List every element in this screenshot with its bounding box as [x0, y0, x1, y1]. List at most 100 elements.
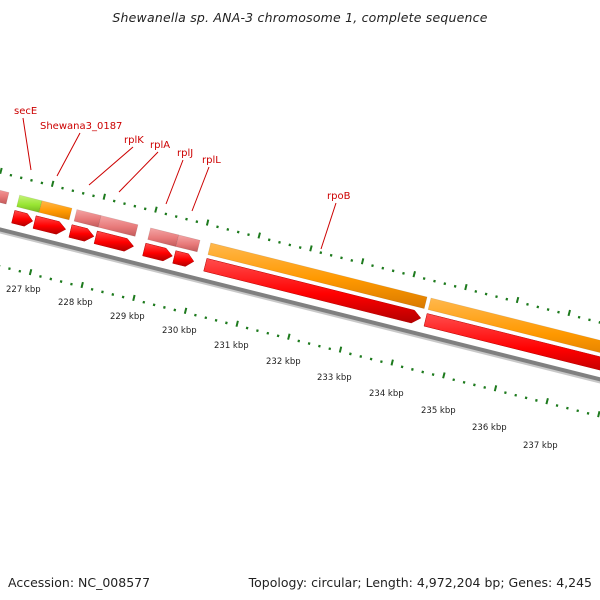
- minor-tick: [319, 251, 323, 255]
- minor-tick: [349, 352, 352, 356]
- minor-tick: [247, 233, 250, 237]
- major-tick: [154, 206, 158, 213]
- major-tick: [257, 232, 261, 239]
- minor-tick: [505, 297, 509, 301]
- minor-tick: [566, 406, 569, 410]
- minor-tick: [588, 318, 591, 322]
- minor-tick: [535, 398, 538, 402]
- minor-tick: [92, 194, 95, 198]
- minor-tick: [576, 409, 580, 413]
- minor-tick: [174, 215, 178, 218]
- cds-arrow-rplJ: [142, 242, 173, 262]
- cds-arrow-rplL: [172, 250, 195, 267]
- major-tick: [390, 359, 394, 366]
- minor-tick: [195, 220, 199, 224]
- minor-tick: [267, 238, 271, 242]
- minor-tick: [504, 391, 507, 395]
- cds-arrow-Shewana3_0187: [32, 215, 67, 235]
- major-tick: [235, 320, 239, 327]
- major-tick: [183, 307, 188, 314]
- minor-tick: [71, 189, 75, 193]
- minor-tick: [526, 302, 529, 306]
- gene-label: rplK: [124, 135, 144, 146]
- major-tick: [360, 258, 365, 265]
- major-tick: [80, 281, 84, 289]
- minor-tick: [133, 204, 137, 208]
- major-tick: [309, 245, 313, 252]
- cds-arrow-rpoB-1: [203, 258, 422, 324]
- cds-arrow-rpoB-2: [423, 313, 600, 371]
- minor-tick: [123, 202, 126, 206]
- minor-tick: [453, 284, 457, 288]
- scale-label: 228 kbp: [58, 298, 93, 308]
- minor-tick: [359, 355, 363, 358]
- gene-label-leader: [118, 151, 159, 193]
- major-tick: [567, 309, 571, 317]
- scale-label: 236 kbp: [472, 423, 507, 433]
- minor-tick: [8, 267, 11, 271]
- minor-tick: [40, 181, 44, 185]
- minor-tick: [163, 305, 166, 309]
- minor-tick: [194, 313, 197, 317]
- gene-label: rpoB: [327, 191, 351, 202]
- minor-tick: [474, 290, 478, 293]
- major-tick: [515, 296, 520, 304]
- backbone: [0, 227, 600, 384]
- major-tick: [545, 398, 549, 405]
- scale-label: 232 kbp: [266, 357, 301, 367]
- minor-tick: [204, 316, 208, 320]
- minor-tick: [297, 339, 301, 343]
- minor-tick: [340, 256, 343, 260]
- minor-tick: [371, 264, 374, 268]
- minor-tick: [30, 178, 33, 182]
- feature-rplL: [175, 234, 201, 253]
- minor-tick: [49, 277, 53, 281]
- gene-label-leader: [320, 202, 337, 250]
- major-tick: [132, 294, 136, 302]
- minor-tick: [391, 269, 395, 273]
- cds-arrow-rplA: [93, 230, 134, 252]
- major-tick: [442, 372, 446, 379]
- gene-label-leader: [56, 132, 81, 177]
- cds-arrow-secE: [11, 210, 34, 227]
- minor-tick: [225, 321, 228, 325]
- scale-label: 227 kbp: [6, 285, 41, 295]
- minor-tick: [111, 293, 115, 296]
- scale-labels: 227 kbp 228 kbp 229 kbp 230 kbp 231 kbp 232 k…: [6, 285, 558, 451]
- minor-tick: [433, 279, 436, 283]
- minor-tick: [546, 308, 550, 311]
- minor-tick: [328, 347, 332, 351]
- minor-tick: [380, 360, 383, 364]
- gene-label-leader: [88, 146, 134, 186]
- major-tick: [28, 268, 33, 276]
- feature-Shewana3_0187: [38, 200, 73, 221]
- scale-label: 231 kbp: [214, 341, 249, 351]
- gene-label-leader: [191, 166, 210, 212]
- minor-tick: [484, 292, 488, 296]
- feature-track: [0, 189, 600, 371]
- major-tick: [412, 271, 416, 278]
- major-tick: [102, 193, 106, 200]
- major-tick: [50, 180, 55, 187]
- minor-tick: [19, 176, 23, 180]
- major-tick: [464, 283, 468, 291]
- minor-tick: [152, 303, 156, 307]
- backbone-shadow: [0, 231, 600, 384]
- minor-tick: [555, 404, 559, 407]
- minor-tick: [381, 266, 385, 270]
- minor-tick: [402, 271, 405, 275]
- gene-label: rplJ: [177, 148, 193, 159]
- feature-left-edge: [0, 189, 10, 205]
- major-tick: [0, 167, 3, 175]
- gene-label: rplA: [150, 140, 170, 151]
- minor-tick: [143, 207, 147, 211]
- minor-tick: [214, 318, 218, 322]
- minor-tick: [185, 217, 188, 221]
- minor-tick: [411, 367, 414, 371]
- minor-tick: [524, 396, 528, 400]
- scale-label: 233 kbp: [317, 373, 352, 383]
- minor-tick: [276, 334, 280, 338]
